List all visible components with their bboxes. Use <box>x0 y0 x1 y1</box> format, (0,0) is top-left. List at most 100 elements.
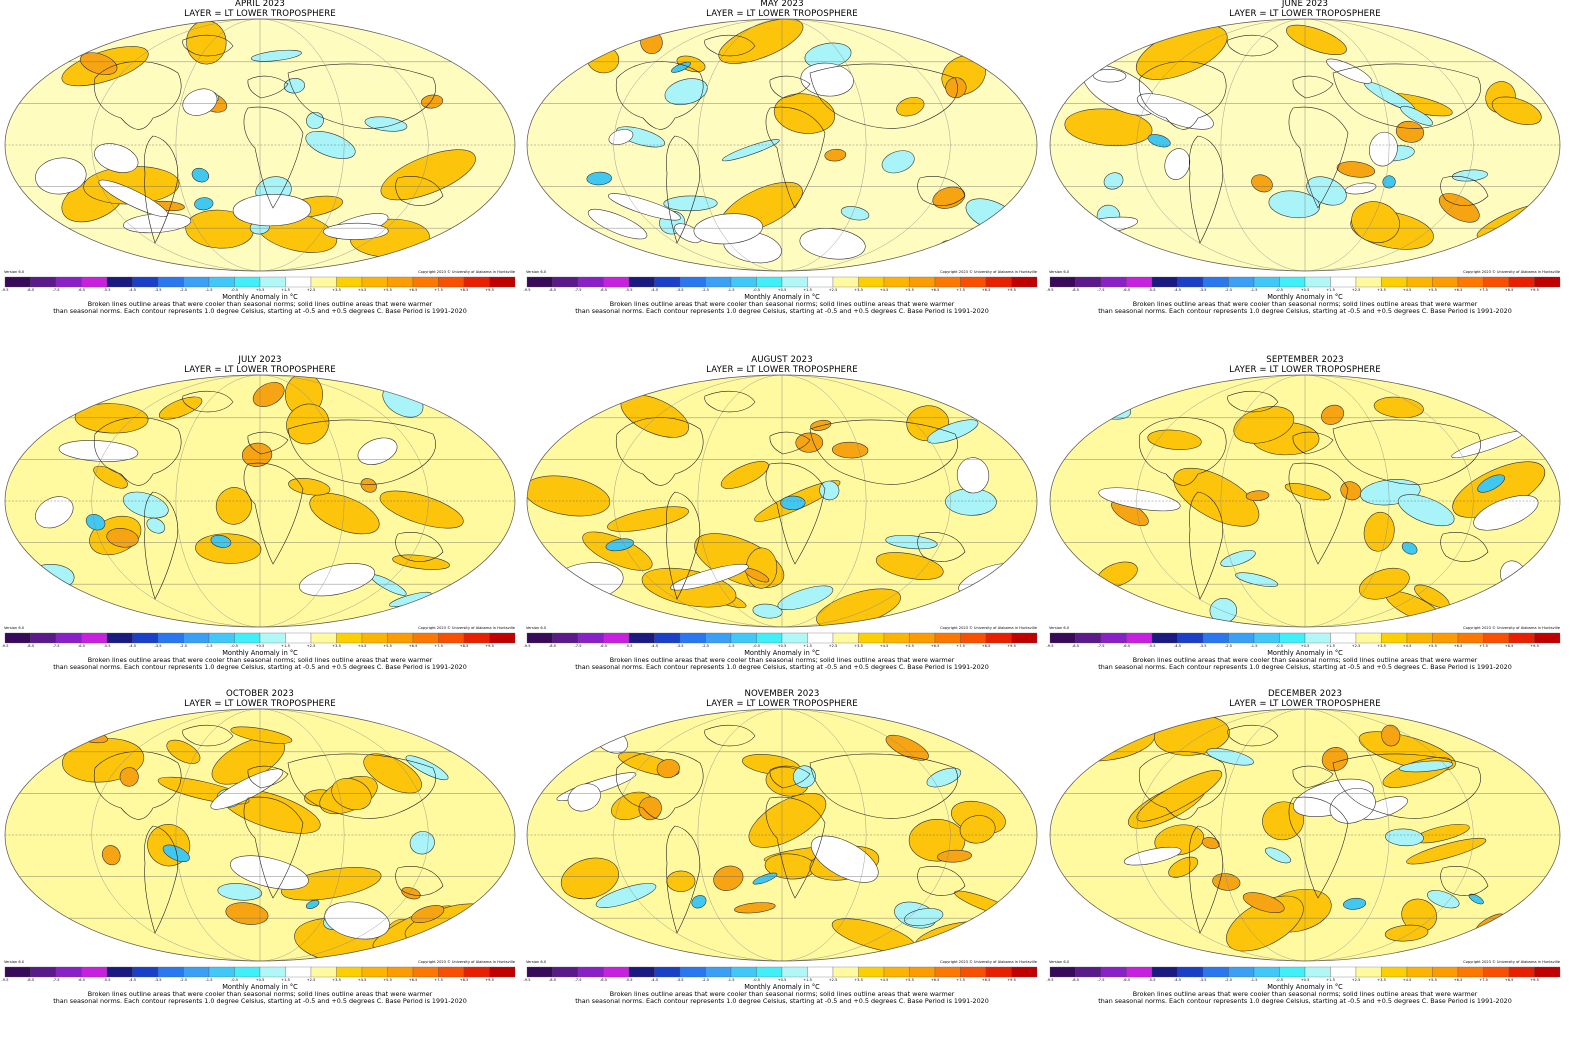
colorbar-tick-label: -9.5 <box>1 288 9 292</box>
colorbar-swatch <box>883 632 910 644</box>
colorbar <box>1049 632 1561 644</box>
colorbar-tick-label: -2.5 <box>1224 288 1233 292</box>
version-label: Version 6.0 <box>526 270 547 274</box>
colorbar-tick-label: -1.5 <box>205 288 213 292</box>
colorbar-swatch <box>960 276 987 288</box>
colorbar-tick-label: -3.5 <box>676 978 684 982</box>
colorbar-tick-label: +6.5 <box>930 288 940 292</box>
colorbar-tick-label: -0.5 <box>752 288 761 292</box>
colorbar-tick-label: +6.5 <box>408 644 418 648</box>
colorbar-tick-label: -2.5 <box>701 288 710 292</box>
colorbar-swatch <box>4 632 31 644</box>
colorbar-tick-label: +1.5 <box>1326 288 1335 292</box>
colorbar-tick-label: -9.5 <box>1046 288 1054 292</box>
colorbar-swatch <box>985 632 1012 644</box>
colorbar-tick-label: -4.5 <box>1173 644 1182 648</box>
colorbar-tick-label: -0.5 <box>1275 978 1284 982</box>
colorbar-tick-label: -4.5 <box>128 978 137 982</box>
colorbar-swatch <box>1100 632 1127 644</box>
colorbar-tick-label: -1.5 <box>1250 288 1258 292</box>
colorbar-swatch <box>858 966 885 978</box>
colorbar-swatch <box>909 632 936 644</box>
colorbar-tick-label: +5.5 <box>383 288 392 292</box>
colorbar-swatch <box>628 276 655 288</box>
colorbar-tick-label: +2.5 <box>306 978 316 982</box>
unit-label: Monthly Anomaly in °C <box>744 293 820 301</box>
colorbar-tick-label: +2.5 <box>1351 644 1361 648</box>
colorbar-tick-label: -2.5 <box>179 644 188 648</box>
colorbar-tick-label: +8.5 <box>981 978 991 982</box>
caption-line-1: Broken lines outline areas that were coo… <box>87 300 433 308</box>
colorbar-swatch <box>832 966 859 978</box>
unit-label: Monthly Anomaly in °C <box>1267 649 1343 657</box>
colorbar-swatch <box>157 632 184 644</box>
colorbar-swatch <box>1253 632 1280 644</box>
colorbar-tick-label: -3.5 <box>1199 288 1207 292</box>
colorbar-swatch <box>577 276 604 288</box>
colorbar-swatch <box>387 966 414 978</box>
colorbar-swatch <box>526 966 553 978</box>
colorbar-tick-label: -5.5 <box>103 288 111 292</box>
colorbar-swatch <box>756 276 783 288</box>
colorbar <box>1049 276 1561 288</box>
colorbar-swatch <box>1011 966 1038 978</box>
colorbar-tick-label: -4.5 <box>128 644 137 648</box>
caption-line-2: than seasonal norms. Each contour repres… <box>575 307 989 315</box>
colorbar-tick-label: -5.5 <box>1148 644 1156 648</box>
colorbar-tick-label: +8.5 <box>981 288 991 292</box>
colorbar-tick-label: -0.5 <box>752 644 761 648</box>
colorbar-tick-label: +2.5 <box>1351 288 1361 292</box>
colorbar-swatch <box>81 632 108 644</box>
version-label: Version 6.0 <box>4 626 25 630</box>
layer-label: LAYER = LT LOWER TROPOSPHERE <box>1229 364 1381 375</box>
colorbar-tick-label: -8.5 <box>548 978 557 982</box>
colorbar-tick-label: +6.5 <box>1453 978 1463 982</box>
colorbar-tick-label: -6.5 <box>1122 644 1131 648</box>
colorbar <box>4 632 516 644</box>
colorbar-tick-label: -3.5 <box>154 644 162 648</box>
colorbar-swatch <box>679 966 706 978</box>
colorbar-swatch <box>463 276 490 288</box>
colorbar-swatch <box>183 966 210 978</box>
colorbar-tick-label: +0.5 <box>1300 288 1310 292</box>
colorbar-tick-label: -9.5 <box>1 978 9 982</box>
caption-line-1: Broken lines outline areas that were coo… <box>87 656 433 664</box>
layer-label: LAYER = LT LOWER TROPOSPHERE <box>1229 8 1381 19</box>
colorbar-tick-label: +8.5 <box>459 644 469 648</box>
colorbar-swatch <box>1151 966 1178 978</box>
colorbar-swatch <box>412 632 439 644</box>
colorbar-swatch <box>1508 276 1535 288</box>
copyright-label: Copyright 2023 © University of Alabama i… <box>940 270 1037 274</box>
version-label: Version 6.0 <box>1049 626 1070 630</box>
colorbar-swatch <box>285 276 312 288</box>
colorbar-swatch <box>1432 276 1459 288</box>
caption-line-2: than seasonal norms. Each contour repres… <box>1098 997 1512 1005</box>
colorbar-tick-label: -5.5 <box>103 644 111 648</box>
colorbar-swatch <box>552 632 579 644</box>
caption-line-2: than seasonal norms. Each contour repres… <box>1098 663 1512 671</box>
colorbar-swatch <box>1534 276 1561 288</box>
colorbar-swatch <box>705 276 732 288</box>
colorbar-swatch <box>489 276 516 288</box>
colorbar-tick-label: +5.5 <box>1428 978 1437 982</box>
colorbar-tick-label: +3.5 <box>854 644 863 648</box>
colorbar-swatch <box>1228 276 1255 288</box>
caption-line-2: than seasonal norms. Each contour repres… <box>1098 307 1512 315</box>
colorbar-swatch <box>526 276 553 288</box>
colorbar-swatch <box>807 632 834 644</box>
colorbar-tick-label: +2.5 <box>828 644 838 648</box>
copyright-label: Copyright 2023 © University of Alabama i… <box>418 270 515 274</box>
colorbar-swatch <box>259 966 286 978</box>
colorbar-tick-label: -1.5 <box>1250 978 1258 982</box>
colorbar-tick-label: -7.5 <box>574 978 582 982</box>
colorbar-swatch <box>1075 276 1102 288</box>
colorbar-swatch <box>361 966 388 978</box>
colorbar-swatch <box>132 276 159 288</box>
colorbar-tick-label: -2.5 <box>179 978 188 982</box>
colorbar-swatch <box>1126 966 1153 978</box>
colorbar-swatch <box>577 632 604 644</box>
colorbar-swatch <box>1279 632 1306 644</box>
layer-label: LAYER = LT LOWER TROPOSPHERE <box>706 698 858 709</box>
colorbar-swatch <box>1126 632 1153 644</box>
colorbar-swatch <box>1304 966 1331 978</box>
